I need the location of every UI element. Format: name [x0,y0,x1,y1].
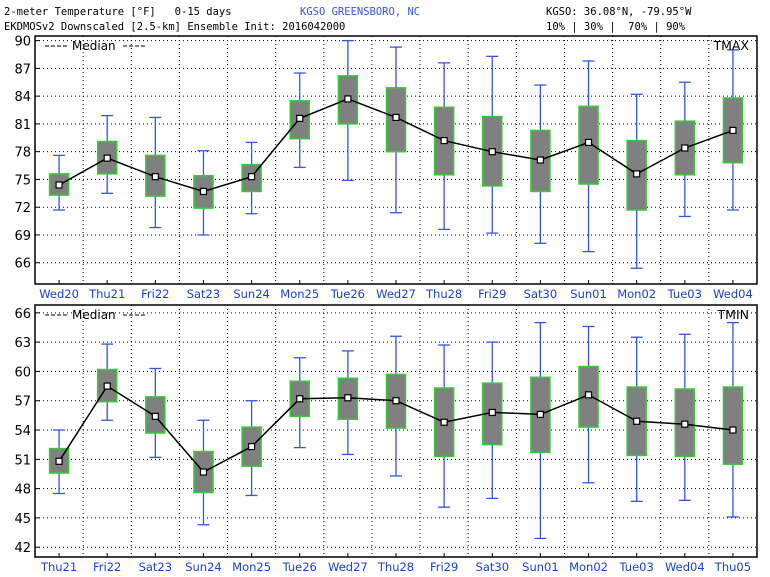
panel-tmin: 42 45 48 51 54 57 60 63 66 Thu21 Fri22 Sat23 Sun24 Mo… [14,304,758,574]
x-tick-label: Mon25 [232,560,271,574]
x-tick-label: Sun01 [570,287,607,301]
median-point [729,126,737,134]
station-coords: KGSO: 36.08°N, -79.95°W [546,6,692,18]
box-p30-p70 [722,386,744,465]
panel-tmax: 66 69 72 75 78 81 84 87 90 Wed20 Thu21 Fri22 Sat23 Su… [14,35,758,301]
chart-header-line2: EKDMOSv2 Downscaled [2.5-km] Ensemble In… [4,21,346,33]
x-tick-label: Sat23 [139,560,173,574]
median-point [488,148,496,156]
median-point [248,443,256,451]
y-tick-label: 81 [14,118,31,133]
x-tick-label: Thu21 [88,287,125,301]
x-tick-label: Thu21 [40,560,77,574]
x-tick-label: Wed27 [376,287,416,301]
x-tick-label: Mon25 [280,287,319,301]
median-point [55,181,63,189]
median-point [344,394,352,402]
median-point [633,417,641,425]
y-tick-label: 54 [14,424,31,439]
median-point [55,457,63,465]
median-point [536,156,545,164]
x-tick-label: Fri22 [93,560,121,574]
median-point [103,154,111,162]
y-tick-label: 69 [14,229,31,244]
chart-header-line1: 2-meter Temperature [°F] 0-15 days [4,6,232,18]
y-tick-label: 75 [14,173,31,188]
x-tick-label: Mon02 [617,287,656,301]
y-tick-label: 63 [14,336,31,351]
y-tick-label: 57 [14,395,31,410]
panel-label: TMAX [712,38,749,53]
panel-frame [34,304,758,558]
y-tick-label: 66 [14,307,31,322]
x-tick-label: Thu28 [425,287,462,301]
y-tick-label: 51 [14,453,31,468]
median-point [392,113,400,122]
x-tick-label: Fri29 [430,560,458,574]
median-point [440,418,448,426]
station-name: KGSO GREENSBORO, NC [300,6,421,18]
x-tick-label: Tue03 [667,287,702,301]
x-tick-label: Fri29 [478,287,506,301]
median-point [199,187,208,196]
y-tick-label: 78 [14,146,31,161]
x-tick-label: Wed20 [39,287,79,301]
y-tick-label: 90 [14,35,31,50]
y-tick-label: 42 [14,541,31,556]
legend-label: Median [72,308,116,322]
x-tick-label: Mon02 [569,560,608,574]
median-point [681,144,689,152]
y-tick-label: 66 [14,257,31,272]
median-point [729,426,737,434]
median-point [296,395,304,403]
median-point [584,391,593,399]
y-tick-label: 48 [14,483,31,498]
median-point [488,408,496,417]
x-tick-label: Sat30 [476,560,510,574]
x-tick-label: Tue26 [282,560,317,574]
median-point [633,170,641,178]
x-tick-label: Thu28 [377,560,414,574]
x-tick-label: Sun24 [185,560,222,574]
median-point [151,173,159,181]
x-tick-label: Fri22 [141,287,169,301]
x-tick-label: Tue03 [619,560,654,574]
y-tick-label: 60 [14,365,31,380]
median-point [296,114,304,122]
median-point [151,412,159,420]
panel-frame [34,35,758,285]
percentile-legend: 10% | 30% | 70% | 90% [546,21,686,33]
panel-label: TMIN [717,307,749,322]
x-tick-label: Sun24 [233,287,270,301]
y-tick-label: 87 [14,62,31,77]
legend-label: Median [72,39,116,53]
y-tick-label: 84 [14,90,31,105]
median-point [440,136,448,145]
x-tick-label: Thu05 [714,560,751,574]
median-point [248,173,256,181]
y-tick-label: 72 [14,201,31,216]
x-tick-label: Wed04 [713,287,753,301]
x-tick-label: Sun01 [522,560,559,574]
median-point [681,420,689,428]
x-tick-label: Sat30 [524,287,558,301]
median-point [392,397,400,405]
median-point [344,95,352,103]
median-point [536,410,545,418]
x-tick-label: Sat23 [187,287,221,301]
median-point [103,382,111,390]
y-tick-label: 45 [14,512,31,527]
median-point [199,468,208,476]
x-tick-label: Tue26 [330,287,365,301]
median-point [584,138,593,147]
x-tick-label: Wed27 [328,560,368,574]
x-tick-label: Wed04 [665,560,705,574]
